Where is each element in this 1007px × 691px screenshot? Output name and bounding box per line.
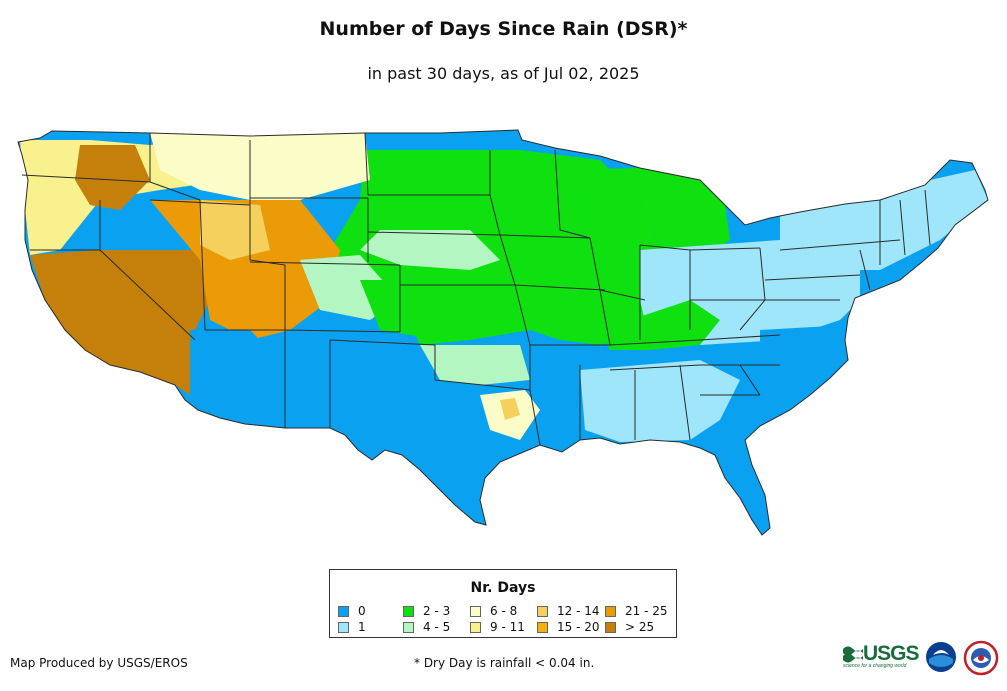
region-california-brown	[30, 250, 210, 395]
legend-label: 4 - 5	[423, 620, 451, 634]
legend-item-7: 15 - 20	[537, 620, 600, 634]
legend-item-8: 21 - 25	[605, 604, 668, 618]
legend-swatch	[470, 605, 481, 617]
legend-item-1: 1	[338, 620, 366, 634]
map-legend: Nr. Days 0 1 2 - 3 4 - 5 6 - 8 9 - 11 12…	[329, 569, 677, 638]
region-upper-michigan-green	[540, 168, 730, 260]
region-arizona-blue	[190, 330, 280, 420]
conus-outline	[17, 129, 989, 536]
legend-title: Nr. Days	[470, 580, 536, 596]
legend-swatch	[403, 605, 414, 617]
region-plains-lightgreen	[360, 230, 500, 270]
legend-swatch	[403, 621, 414, 633]
region-texas-orange	[500, 398, 520, 420]
usgs-tagline: science for a changing world	[843, 663, 907, 669]
producer-credit: Map Produced by USGS/EROS	[10, 656, 188, 670]
map-title: Number of Days Since Rain (DSR)*	[319, 18, 688, 40]
legend-item-6: 12 - 14	[537, 604, 600, 618]
usgs-wordmark: USGS	[863, 642, 920, 665]
legend-item-5: 9 - 11	[470, 620, 525, 634]
usgs-wave-icon	[843, 646, 863, 663]
legend-item-4: 6 - 8	[470, 604, 517, 618]
legend-label: > 25	[625, 620, 655, 634]
region-northern-rockies-pale	[150, 133, 370, 200]
legend-label: 9 - 11	[490, 620, 525, 634]
region-carolinas-blue	[760, 325, 848, 395]
region-utah-pale	[200, 200, 270, 260]
legend-label: 15 - 20	[557, 620, 600, 634]
legend-swatch	[338, 605, 349, 617]
legend-swatch	[605, 605, 616, 617]
legend-swatch	[338, 621, 349, 633]
region-great-basin-mixed	[150, 200, 340, 340]
legend-swatch	[470, 621, 481, 633]
legend-swatch	[537, 621, 548, 633]
legend-label: 0	[358, 604, 366, 618]
region-kansas-green	[360, 280, 530, 340]
legend-label: 21 - 25	[625, 604, 668, 618]
region-south-lightblue	[580, 360, 740, 442]
dry-day-footnote: * Dry Day is rainfall < 0.04 in.	[414, 656, 595, 670]
map-subtitle: in past 30 days, as of Jul 02, 2025	[367, 64, 640, 83]
legend-item-9: > 25	[605, 620, 654, 634]
legend-swatch	[605, 621, 616, 633]
state-boundaries	[17, 129, 989, 536]
legend-label: 2 - 3	[423, 604, 451, 618]
region-oklahoma-lightgreen	[420, 345, 530, 385]
noaa-logo-icon	[926, 642, 956, 672]
region-northeast-lightblue	[780, 170, 988, 270]
legend-item-0: 0	[338, 604, 366, 618]
usgs-logo: USGS science for a changing world	[843, 641, 920, 671]
dsr-fill-layer	[18, 130, 988, 535]
legend-label: 12 - 14	[557, 604, 600, 618]
legend-swatch	[537, 605, 548, 617]
region-oregon-brown	[75, 145, 150, 210]
legend-item-3: 4 - 5	[403, 620, 450, 634]
legend-label: 6 - 8	[490, 604, 518, 618]
nws-logo-icon	[963, 640, 999, 676]
legend-label: 1	[358, 620, 366, 634]
legend-item-2: 2 - 3	[403, 604, 450, 618]
